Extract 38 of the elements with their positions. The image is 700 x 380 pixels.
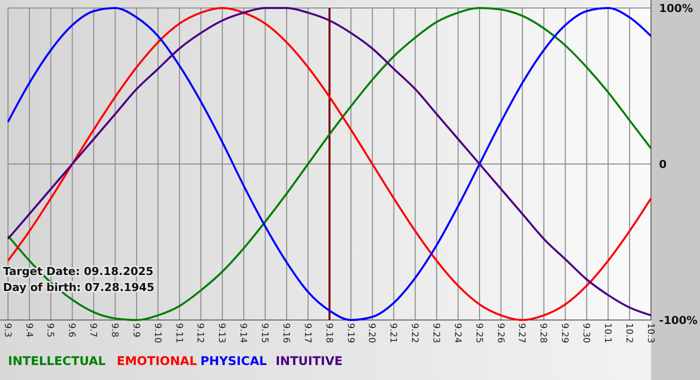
x-tick-label: 10.1 (602, 323, 612, 344)
x-tick-label: 9.13 (216, 323, 226, 344)
y-tick-label: -100% (659, 314, 698, 327)
x-tick-label: 9.23 (430, 323, 441, 344)
text: INTUITIVE (276, 354, 343, 368)
x-tick-label: 9.15 (259, 323, 270, 344)
x-tick-label: 10.3 (644, 323, 655, 344)
x-tick-label: 9.4 (23, 323, 34, 338)
x-tick-label: 9.28 (538, 323, 548, 344)
x-tick-label: 9.8 (109, 323, 120, 338)
x-tick-label: 9.27 (516, 323, 526, 344)
x-tick-label: 9.14 (238, 323, 248, 344)
x-tick-label: 9.19 (344, 323, 355, 344)
text: EMOTIONAL (116, 354, 198, 368)
x-tick-label: 9.24 (452, 323, 462, 344)
x-tick-label: 9.25 (473, 323, 484, 344)
x-tick-label: 9.21 (388, 323, 398, 344)
x-tick-label: 9.18 (323, 323, 334, 344)
x-tick-label: 9.7 (88, 323, 98, 338)
y-tick-label: 0 (659, 158, 667, 171)
x-tick-label: 9.3 (2, 323, 12, 338)
y-tick-label: 100% (659, 2, 693, 15)
x-tick-label: 9.12 (194, 323, 205, 344)
x-tick-label: 9.17 (302, 323, 312, 344)
x-tick-label: 9.10 (152, 323, 162, 344)
x-tick-label: 9.30 (580, 323, 591, 344)
x-tick-label: 9.9 (130, 323, 140, 338)
text: INTELLECTUAL (8, 354, 106, 368)
x-tick-label: 9.26 (494, 323, 505, 344)
x-tick-label: 9.20 (366, 323, 376, 344)
x-tick-label: 9.22 (409, 323, 420, 344)
x-tick-label: 10.2 (623, 323, 634, 344)
x-tick-label: 9.11 (173, 323, 184, 344)
text: PHYSICAL (200, 354, 268, 368)
x-tick-label: 9.6 (66, 323, 76, 338)
x-tick-label: 9.29 (559, 323, 570, 344)
x-tick-label: 9.5 (44, 323, 55, 338)
x-tick-label: 9.16 (280, 323, 290, 344)
